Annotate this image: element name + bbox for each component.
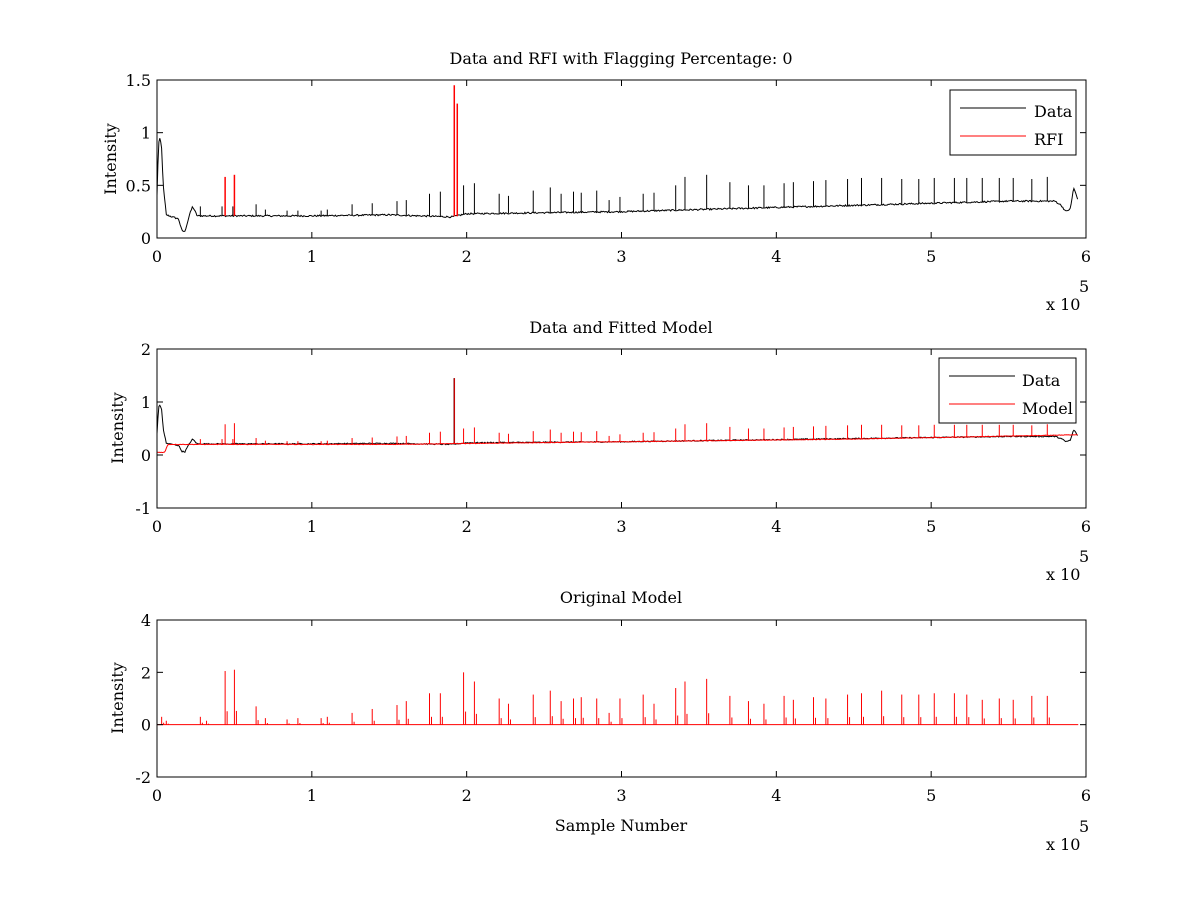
p1-xtick-label-4: 4 xyxy=(771,247,781,266)
panel-3-x-exponent: 5 xyxy=(1079,817,1089,836)
p3-xtick-label-4: 4 xyxy=(771,786,781,805)
p3-ytick-label-3: 4 xyxy=(141,611,151,630)
panel-2-x-multiplier: x 10 xyxy=(1046,565,1080,584)
p1-xtick-label-0: 0 xyxy=(152,247,162,266)
panel-3-xlabel: Sample Number xyxy=(555,816,688,835)
panel-1-title: Data and RFI with Flagging Percentage: 0 xyxy=(449,49,792,68)
panel-2-legend-model-label: Model xyxy=(1022,399,1073,418)
p2-xtick-label-6: 6 xyxy=(1081,517,1091,536)
panel-3-title: Original Model xyxy=(560,588,682,607)
p2-ytick-label-1: 0 xyxy=(141,446,151,465)
panel-1-legend-rfi-label: RFI xyxy=(1034,130,1063,149)
p1-xtick-label-5: 5 xyxy=(926,247,936,266)
p2-xtick-label-5: 5 xyxy=(926,517,936,536)
p2-xtick-label-1: 1 xyxy=(307,517,317,536)
panel-3-plot-area xyxy=(157,669,1079,726)
panel-2-x-exponent: 5 xyxy=(1079,547,1089,566)
panel-2-legend: Data Model xyxy=(938,357,1077,424)
panel-2-title: Data and Fitted Model xyxy=(529,318,712,337)
panel-1-x-multiplier: x 10 xyxy=(1046,295,1080,314)
p2-xtick-label-4: 4 xyxy=(771,517,781,536)
panel-1-legend-box xyxy=(949,89,1077,156)
p3-ytick-label-0: -2 xyxy=(135,768,151,787)
p1-ytick-label-2: 1 xyxy=(141,124,151,143)
p3-xtick-label-5: 5 xyxy=(926,786,936,805)
p2-xtick-label-2: 2 xyxy=(462,517,472,536)
panel-2: Data and Fitted Model Intensity 0 1 2 3 4 5 6 -… xyxy=(108,318,1091,584)
panel-3-x-multiplier: x 10 xyxy=(1046,835,1080,854)
p1-ytick-label-3: 1.5 xyxy=(126,71,151,90)
panel-1-plot-area xyxy=(156,85,1079,233)
p3-ytick-label-1: 0 xyxy=(141,716,151,735)
panel-1-x-exponent: 5 xyxy=(1079,277,1089,296)
p3-xtick-label-6: 6 xyxy=(1081,786,1091,805)
p1-xtick-label-3: 3 xyxy=(616,247,626,266)
panel-1-legend-data-label: Data xyxy=(1034,102,1073,121)
p2-ytick-label-0: -1 xyxy=(135,499,151,518)
p2-ytick-label-2: 1 xyxy=(141,393,151,412)
p2-xtick-label-0: 0 xyxy=(152,517,162,536)
p3-xtick-label-3: 3 xyxy=(616,786,626,805)
panel-2-legend-box xyxy=(938,357,1077,424)
p3-xtick-label-1: 1 xyxy=(307,786,317,805)
p1-xtick-label-1: 1 xyxy=(307,247,317,266)
p2-ytick-label-3: 2 xyxy=(141,340,151,359)
p1-data-baseline xyxy=(156,138,1079,233)
panel-1-ylabel: Intensity xyxy=(101,123,120,195)
panel-2-ylabel: Intensity xyxy=(108,392,127,464)
panel-1-ticks: 0 1 2 3 4 5 6 0 0.5 1 1.5 xyxy=(126,71,1092,266)
panel-2-legend-data-label: Data xyxy=(1022,371,1061,390)
p1-ytick-label-0: 0 xyxy=(141,229,151,248)
panel-1-legend: Data RFI xyxy=(949,89,1077,156)
p1-xtick-label-6: 6 xyxy=(1081,247,1091,266)
p3-xtick-label-0: 0 xyxy=(152,786,162,805)
panel-1: Data and RFI with Flagging Percentage: 0… xyxy=(101,49,1091,314)
p2-model-baseline xyxy=(157,434,1078,454)
panel-3-ylabel: Intensity xyxy=(108,662,127,734)
p2-xtick-label-3: 3 xyxy=(616,517,626,536)
p3-ytick-label-2: 2 xyxy=(141,663,151,682)
p3-xtick-label-2: 2 xyxy=(462,786,472,805)
panel-2-plot-area xyxy=(156,378,1078,454)
p1-ytick-label-1: 0.5 xyxy=(126,176,151,195)
p1-xtick-label-2: 2 xyxy=(462,247,472,266)
